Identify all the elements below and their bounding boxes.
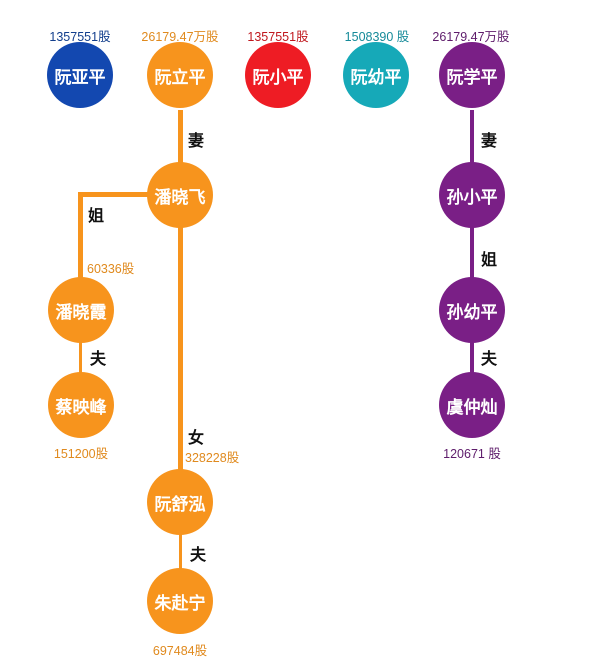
shares-yu-zhongcan: 120671 股: [443, 447, 501, 461]
node-sun-xiaoping: 孙小平: [439, 162, 505, 228]
shares-pan-xiaoxia: 60336股: [87, 262, 135, 276]
connector-xiaofei-xiaoxia-vertical: [78, 192, 83, 292]
node-ruan-liping: 阮立平: [147, 42, 213, 108]
shares-ruan-liping: 26179.47万股: [141, 30, 219, 44]
node-ruan-yaping: 阮亚平: [47, 42, 113, 108]
node-cai-yingfeng: 蔡映峰: [48, 372, 114, 438]
connector-youping-zhongcan: [470, 335, 474, 380]
relation-label-xiaoxia-husband: 夫: [90, 349, 107, 368]
connector-xiaofei-xiaoxia-horizontal: [78, 192, 181, 197]
shares-cai-yingfeng: 151200股: [53, 447, 109, 461]
relation-label-youping-husband: 夫: [481, 349, 498, 368]
shares-ruan-youping: 1508390 股: [344, 30, 410, 44]
connector-xueping-xiaoping: [470, 110, 474, 180]
relation-label-shuhong-husband: 夫: [190, 545, 207, 564]
node-ruan-shuhong: 阮舒泓: [147, 469, 213, 535]
node-yu-zhongcan: 虞仲灿: [439, 372, 505, 438]
connector-xiaoping-youping: [470, 225, 474, 295]
connector-shuhong-funing: [179, 530, 182, 575]
node-ruan-youping: 阮幼平: [343, 42, 409, 108]
node-ruan-xiaoping: 阮小平: [245, 42, 311, 108]
node-pan-xiaoxia: 潘晓霞: [48, 277, 114, 343]
relation-label-xueping-wife: 妻: [481, 131, 498, 150]
connector-xiaofei-shuhong: [178, 225, 183, 475]
node-pan-xiaofei: 潘晓飞: [147, 162, 213, 228]
relation-label-xiaofei-sister: 姐: [88, 206, 105, 225]
shares-zhu-funing: 697484股: [152, 644, 208, 658]
shares-ruan-xiaoping: 1357551股: [247, 30, 309, 44]
node-sun-youping: 孙幼平: [439, 277, 505, 343]
node-ruan-xueping: 阮学平: [439, 42, 505, 108]
connector-xiaoxia-yingfeng: [79, 340, 82, 380]
shares-ruan-yaping: 1357551股: [49, 30, 111, 44]
node-zhu-funing: 朱赴宁: [147, 568, 213, 634]
relation-label-liping-wife: 妻: [188, 131, 205, 150]
shares-ruan-xueping: 26179.47万股: [432, 30, 510, 44]
relation-label-xiaoping-sister: 姐: [481, 250, 498, 269]
shares-ruan-shuhong: 328228股: [185, 451, 240, 465]
relation-label-xiaofei-daughter: 女: [188, 428, 205, 447]
connector-liping-xiaofei: [178, 110, 183, 185]
